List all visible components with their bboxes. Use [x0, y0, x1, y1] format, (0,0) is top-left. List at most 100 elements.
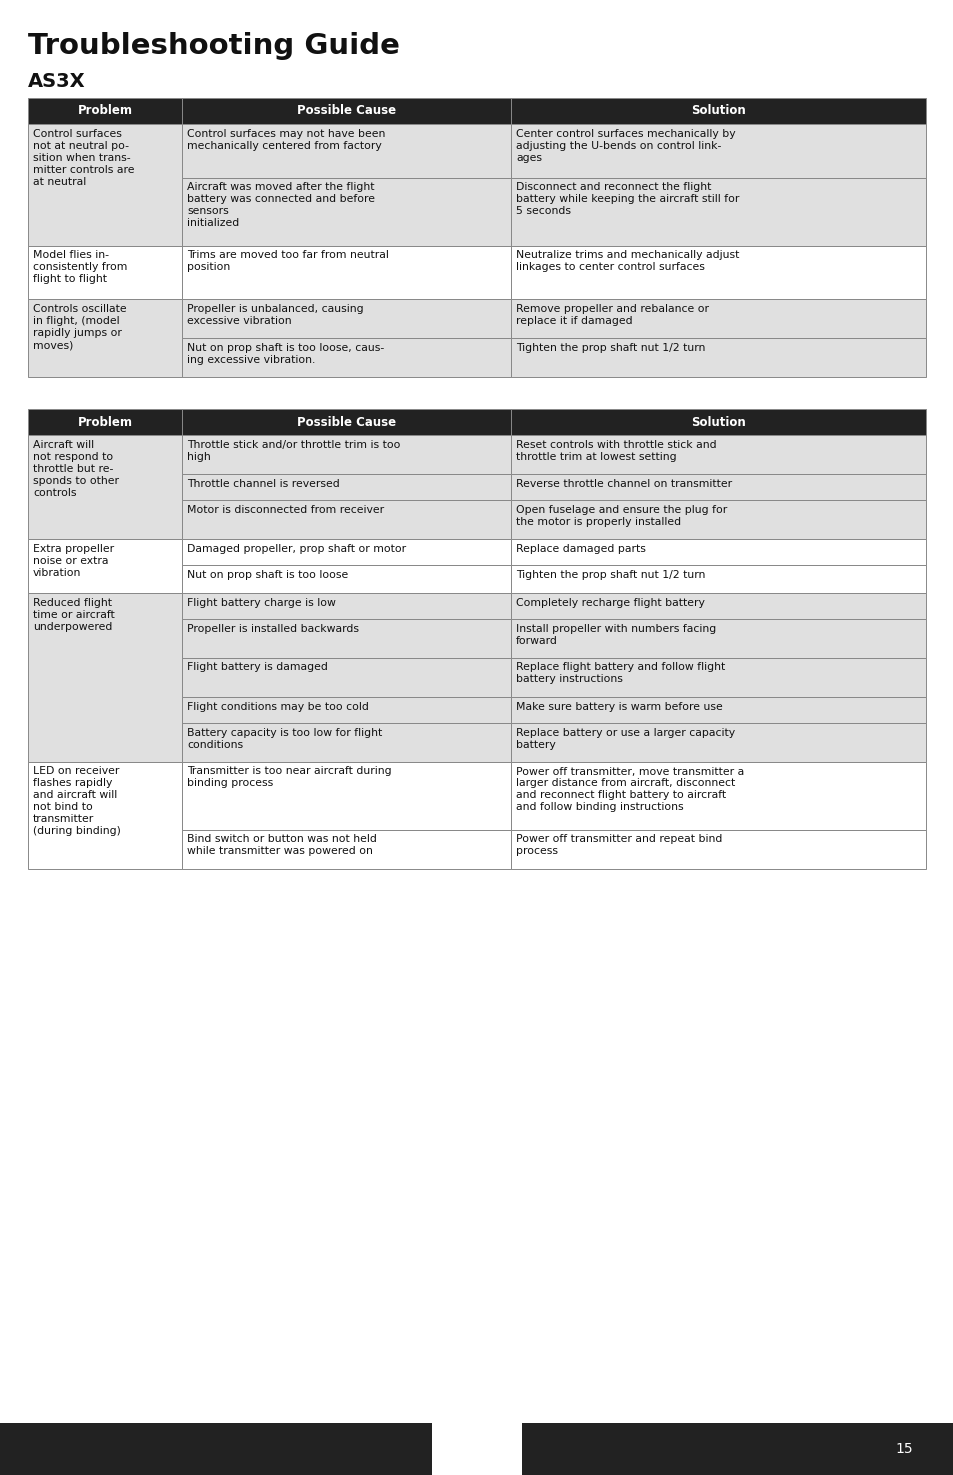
- Text: Completely recharge flight battery: Completely recharge flight battery: [516, 597, 704, 608]
- Bar: [182, 338, 511, 378]
- Bar: [28, 435, 182, 538]
- Text: Nut on prop shaft is too loose, caus-
ing excessive vibration.: Nut on prop shaft is too loose, caus- in…: [187, 344, 384, 364]
- Bar: [182, 299, 511, 338]
- Text: Model flies in-
consistently from
flight to flight: Model flies in- consistently from flight…: [33, 251, 128, 285]
- Text: Tighten the prop shaft nut 1/2 turn: Tighten the prop shaft nut 1/2 turn: [516, 569, 705, 580]
- Bar: [511, 409, 925, 435]
- Bar: [182, 593, 511, 618]
- Text: Solution: Solution: [691, 416, 745, 429]
- Bar: [511, 618, 925, 658]
- Text: Trims are moved too far from neutral
position: Trims are moved too far from neutral pos…: [187, 251, 389, 273]
- Text: Battery capacity is too low for flight
conditions: Battery capacity is too low for flight c…: [187, 727, 382, 749]
- Bar: [182, 618, 511, 658]
- Bar: [511, 538, 925, 565]
- Bar: [182, 435, 511, 473]
- Text: Throttle stick and/or throttle trim is too
high: Throttle stick and/or throttle trim is t…: [187, 440, 400, 462]
- Bar: [511, 245, 925, 299]
- Text: Open fuselage and ensure the plug for
the motor is properly installed: Open fuselage and ensure the plug for th…: [516, 504, 726, 527]
- Text: Problem: Problem: [77, 416, 132, 429]
- Bar: [28, 124, 182, 245]
- Text: Propeller is unbalanced, causing
excessive vibration: Propeller is unbalanced, causing excessi…: [187, 304, 364, 326]
- Bar: [182, 473, 511, 500]
- Bar: [182, 245, 511, 299]
- Bar: [511, 124, 925, 177]
- Bar: [182, 177, 511, 245]
- Text: Reset controls with throttle stick and
throttle trim at lowest setting: Reset controls with throttle stick and t…: [516, 440, 716, 462]
- Text: Reduced flight
time or aircraft
underpowered: Reduced flight time or aircraft underpow…: [33, 597, 114, 631]
- Bar: [511, 435, 925, 473]
- Bar: [182, 565, 511, 593]
- Bar: [511, 299, 925, 338]
- Bar: [182, 723, 511, 761]
- Text: Reverse throttle channel on transmitter: Reverse throttle channel on transmitter: [516, 479, 732, 490]
- Text: Aircraft will
not respond to
throttle but re-
sponds to other
controls: Aircraft will not respond to throttle bu…: [33, 440, 119, 499]
- Text: Controls oscillate
in flight, (model
rapidly jumps or
moves): Controls oscillate in flight, (model rap…: [33, 304, 127, 350]
- Bar: [511, 97, 925, 124]
- Text: AS3X: AS3X: [28, 72, 86, 91]
- Text: Tighten the prop shaft nut 1/2 turn: Tighten the prop shaft nut 1/2 turn: [516, 344, 705, 353]
- Text: Troubleshooting Guide: Troubleshooting Guide: [28, 32, 399, 60]
- Bar: [182, 696, 511, 723]
- Text: Solution: Solution: [691, 105, 745, 118]
- Text: Remove propeller and rebalance or
replace it if damaged: Remove propeller and rebalance or replac…: [516, 304, 708, 326]
- Text: Replace battery or use a larger capacity
battery: Replace battery or use a larger capacity…: [516, 727, 735, 749]
- Bar: [511, 761, 925, 829]
- Bar: [0, 1423, 953, 1475]
- Text: Possible Cause: Possible Cause: [297, 105, 395, 118]
- Text: Aircraft was moved after the flight
battery was connected and before
sensors
ini: Aircraft was moved after the flight batt…: [187, 183, 375, 229]
- Bar: [182, 409, 511, 435]
- Bar: [182, 761, 511, 829]
- Text: Possible Cause: Possible Cause: [297, 416, 395, 429]
- Text: Power off transmitter, move transmitter a
larger distance from aircraft, disconn: Power off transmitter, move transmitter …: [516, 767, 743, 813]
- Bar: [511, 593, 925, 618]
- Bar: [28, 245, 182, 299]
- Text: Center control surfaces mechanically by
adjusting the U-bends on control link-
a: Center control surfaces mechanically by …: [516, 128, 735, 164]
- Text: Throttle channel is reversed: Throttle channel is reversed: [187, 479, 340, 490]
- Text: EN: EN: [463, 1440, 490, 1457]
- Text: LED on receiver
flashes rapidly
and aircraft will
not bind to
transmitter
(durin: LED on receiver flashes rapidly and airc…: [33, 767, 121, 836]
- Text: Replace damaged parts: Replace damaged parts: [516, 544, 645, 555]
- Text: Control surfaces
not at neutral po-
sition when trans-
mitter controls are
at ne: Control surfaces not at neutral po- siti…: [33, 128, 134, 187]
- Text: Make sure battery is warm before use: Make sure battery is warm before use: [516, 702, 722, 711]
- Text: Motor is disconnected from receiver: Motor is disconnected from receiver: [187, 504, 384, 515]
- Bar: [511, 658, 925, 696]
- Text: Flight battery charge is low: Flight battery charge is low: [187, 597, 336, 608]
- Text: Disconnect and reconnect the flight
battery while keeping the aircraft still for: Disconnect and reconnect the flight batt…: [516, 183, 739, 217]
- Text: Propeller is installed backwards: Propeller is installed backwards: [187, 624, 359, 633]
- Bar: [28, 593, 182, 761]
- Bar: [432, 1423, 521, 1475]
- Text: Problem: Problem: [77, 105, 132, 118]
- Text: Install propeller with numbers facing
forward: Install propeller with numbers facing fo…: [516, 624, 716, 646]
- Text: Neutralize trims and mechanically adjust
linkages to center control surfaces: Neutralize trims and mechanically adjust…: [516, 251, 739, 273]
- Bar: [28, 299, 182, 378]
- Bar: [511, 829, 925, 869]
- Bar: [182, 658, 511, 696]
- Bar: [28, 538, 182, 593]
- Text: Extra propeller
noise or extra
vibration: Extra propeller noise or extra vibration: [33, 544, 114, 578]
- Bar: [28, 97, 182, 124]
- Text: Transmitter is too near aircraft during
binding process: Transmitter is too near aircraft during …: [187, 767, 392, 789]
- Text: Replace flight battery and follow flight
battery instructions: Replace flight battery and follow flight…: [516, 662, 724, 684]
- Bar: [182, 538, 511, 565]
- Text: Flight conditions may be too cold: Flight conditions may be too cold: [187, 702, 369, 711]
- Bar: [511, 723, 925, 761]
- Text: Bind switch or button was not held
while transmitter was powered on: Bind switch or button was not held while…: [187, 835, 377, 857]
- Text: Nut on prop shaft is too loose: Nut on prop shaft is too loose: [187, 569, 349, 580]
- Bar: [182, 97, 511, 124]
- Text: 15: 15: [894, 1443, 912, 1456]
- Bar: [28, 761, 182, 869]
- Text: Control surfaces may not have been
mechanically centered from factory: Control surfaces may not have been mecha…: [187, 128, 385, 150]
- Bar: [28, 409, 182, 435]
- Text: Flight battery is damaged: Flight battery is damaged: [187, 662, 328, 673]
- Bar: [182, 500, 511, 538]
- Text: Power off transmitter and repeat bind
process: Power off transmitter and repeat bind pr…: [516, 835, 721, 857]
- Bar: [511, 177, 925, 245]
- Bar: [182, 829, 511, 869]
- Bar: [511, 338, 925, 378]
- Bar: [511, 565, 925, 593]
- Bar: [182, 124, 511, 177]
- Text: Damaged propeller, prop shaft or motor: Damaged propeller, prop shaft or motor: [187, 544, 406, 555]
- Bar: [511, 473, 925, 500]
- Bar: [511, 500, 925, 538]
- Bar: [511, 696, 925, 723]
